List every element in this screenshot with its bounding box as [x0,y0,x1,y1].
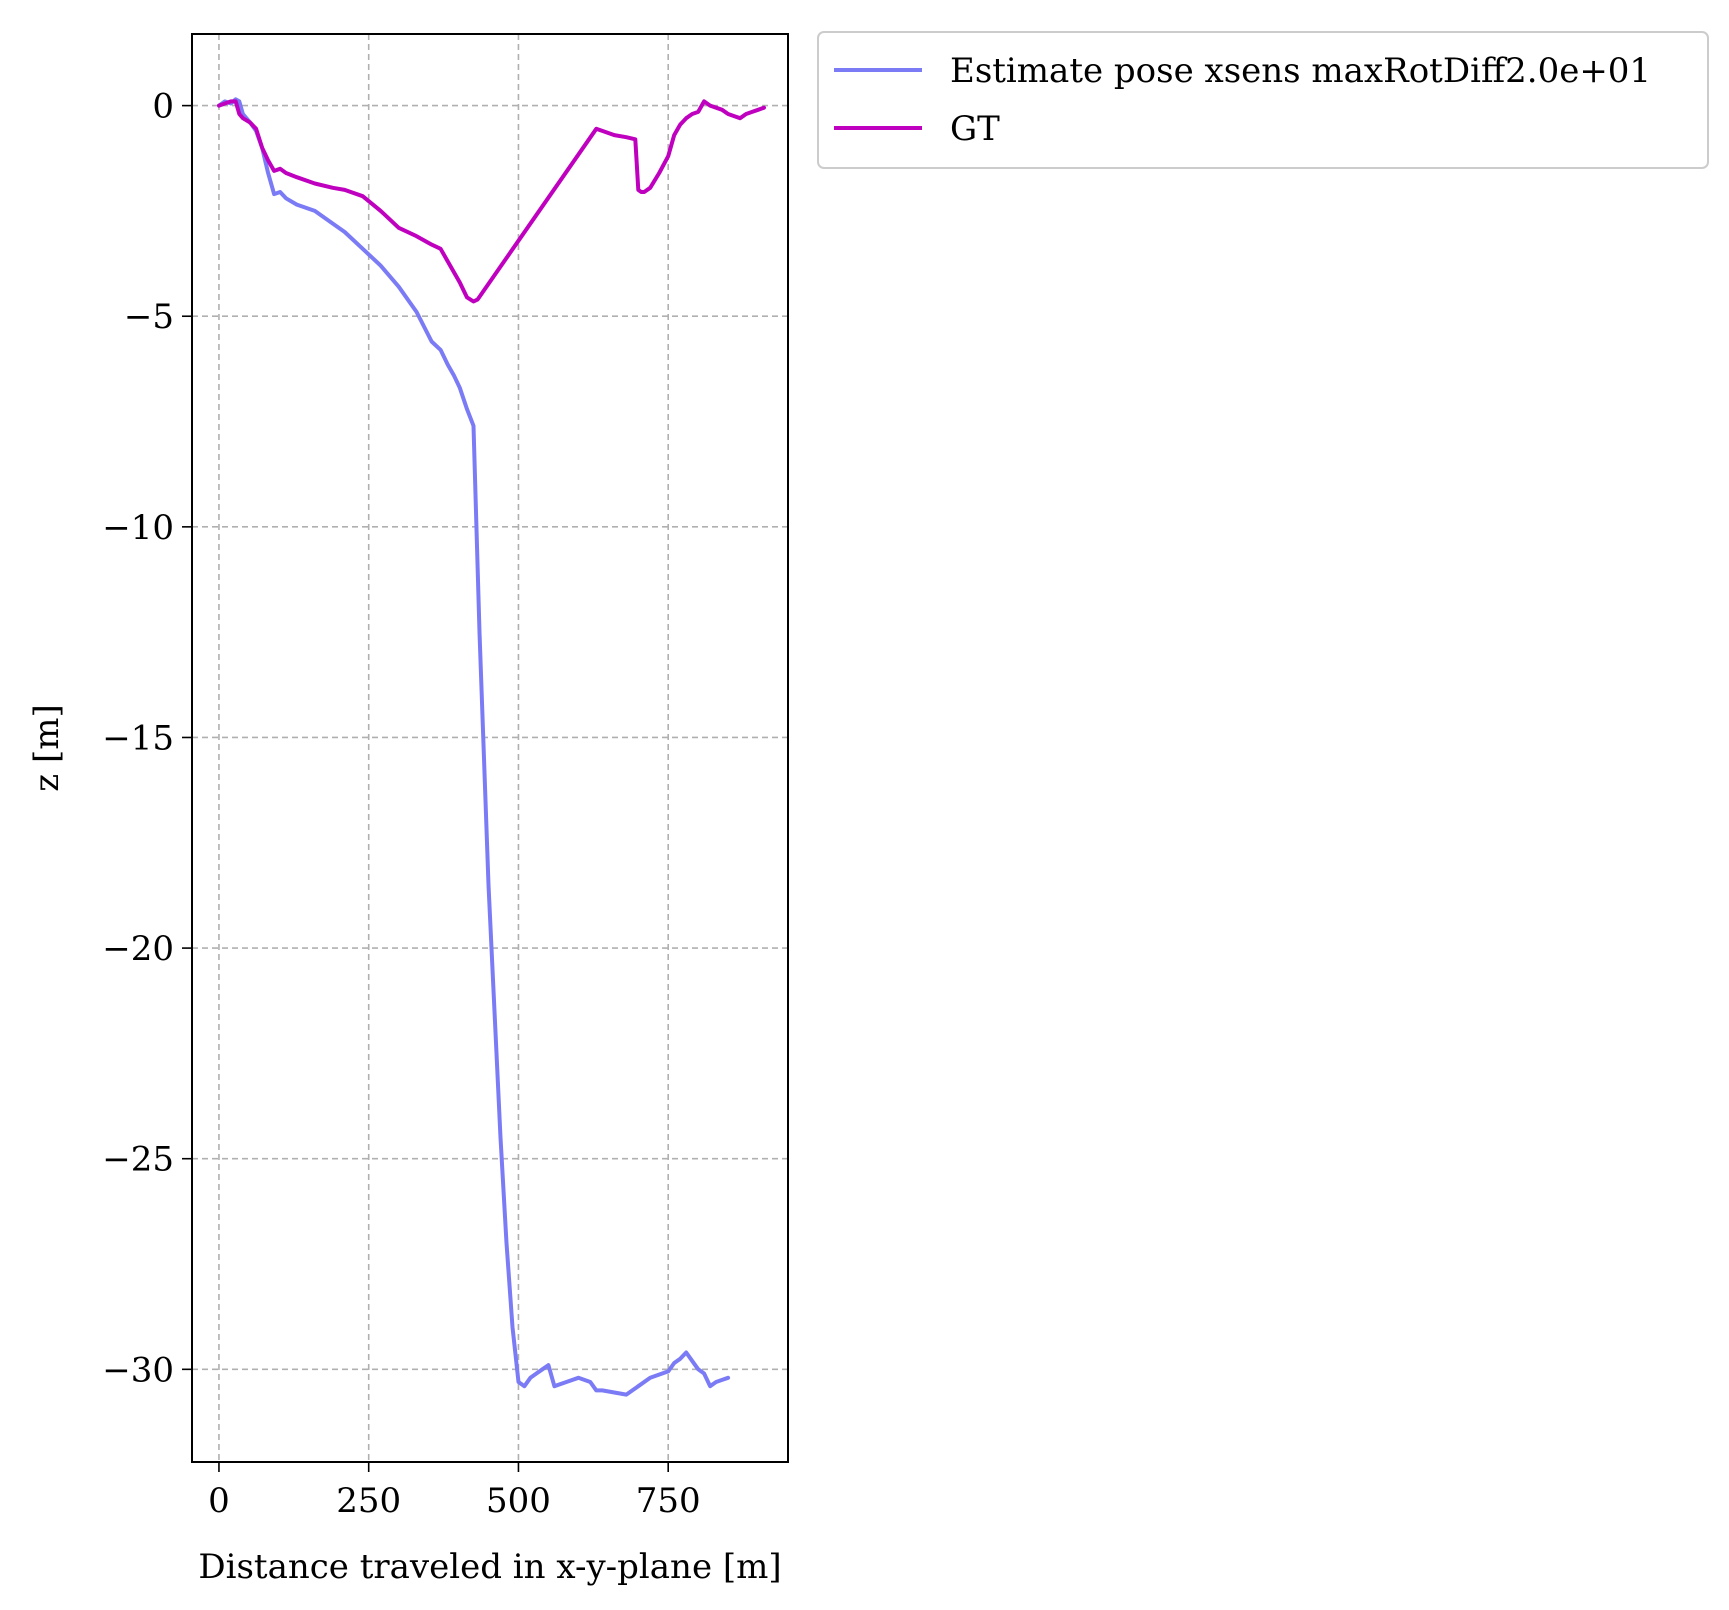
y-tick-label: −25 [102,1140,174,1180]
x-tick-label: 500 [486,1481,551,1521]
y-tick-label: −15 [102,718,174,758]
grid-lines [192,34,788,1462]
series-layer [217,97,766,1397]
plot-frame [191,33,789,1463]
x-tick-label: 250 [336,1481,401,1521]
legend-box [817,31,1709,169]
y-tick-label: −30 [102,1350,174,1390]
x-axis-label: Distance traveled in x-y-plane [m] [198,1547,781,1587]
y-axis-label: z [m] [27,704,67,792]
y-tick-label: −10 [102,508,174,548]
legend-label-gt: GT [950,109,1000,149]
y-tick-label: 0 [152,87,174,127]
y-tick-label: −20 [102,929,174,969]
y-tick-label: −5 [124,297,174,337]
series-line-estimate [217,97,731,1397]
x-tick-label: 0 [208,1481,230,1521]
series-line-gt [217,99,766,304]
axis-ticks: 0 250 500 750 0 −5 −10 −15 −20 −25 −30 [102,87,700,1521]
legend: Estimate pose xsens maxRotDiff2.0e+01 GT [817,31,1709,169]
legend-label-estimate: Estimate pose xsens maxRotDiff2.0e+01 [950,51,1651,91]
x-tick-label: 750 [636,1481,701,1521]
